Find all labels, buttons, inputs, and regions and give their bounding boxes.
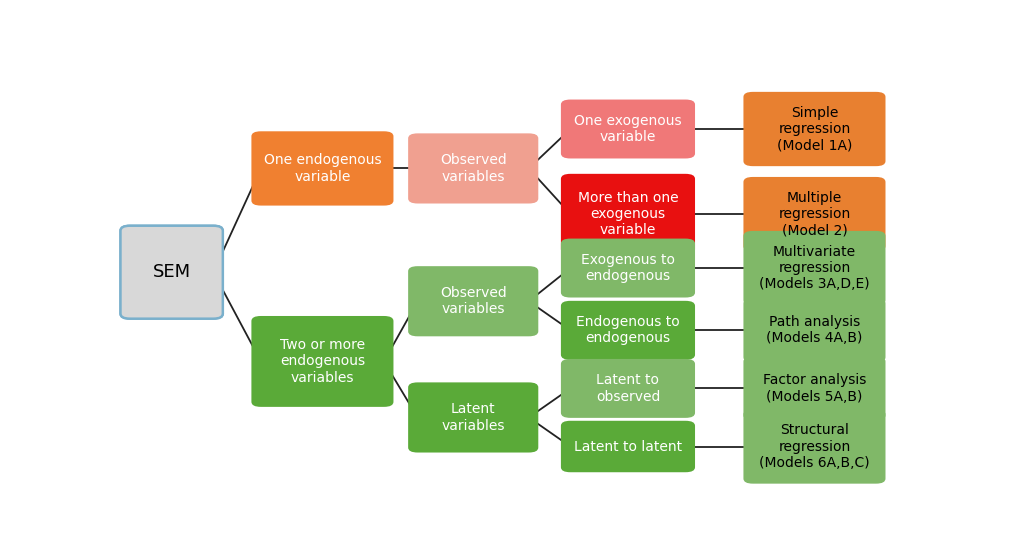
FancyBboxPatch shape (409, 382, 539, 453)
Text: Observed
variables: Observed variables (440, 153, 507, 184)
Text: One exogenous
variable: One exogenous variable (574, 114, 682, 144)
Text: SEM: SEM (153, 263, 190, 281)
FancyBboxPatch shape (561, 301, 695, 360)
Text: Structural
regression
(Models 6A,B,C): Structural regression (Models 6A,B,C) (759, 423, 869, 469)
Text: Exogenous to
endogenous: Exogenous to endogenous (581, 253, 675, 283)
Text: Latent to
observed: Latent to observed (596, 374, 660, 404)
FancyBboxPatch shape (743, 92, 886, 166)
FancyBboxPatch shape (409, 266, 539, 336)
Text: One endogenous
variable: One endogenous variable (263, 153, 381, 184)
FancyBboxPatch shape (252, 316, 393, 407)
FancyBboxPatch shape (252, 132, 393, 205)
Text: Observed
variables: Observed variables (440, 286, 507, 316)
FancyBboxPatch shape (743, 409, 886, 483)
Text: SEM: SEM (153, 263, 190, 281)
Text: Latent
variables: Latent variables (441, 402, 505, 433)
Text: Simple
regression
(Model 1A): Simple regression (Model 1A) (777, 106, 852, 152)
Text: Endogenous to
endogenous: Endogenous to endogenous (577, 315, 680, 345)
FancyBboxPatch shape (561, 100, 695, 158)
FancyBboxPatch shape (561, 421, 695, 472)
FancyBboxPatch shape (743, 299, 886, 362)
FancyBboxPatch shape (121, 226, 223, 319)
Text: More than one
exogenous
variable: More than one exogenous variable (578, 191, 678, 237)
Text: Latent to latent: Latent to latent (573, 439, 682, 453)
Text: Factor analysis
(Models 5A,B): Factor analysis (Models 5A,B) (763, 374, 866, 404)
Text: Multiple
regression
(Model 2): Multiple regression (Model 2) (778, 191, 851, 237)
Text: Multivariate
regression
(Models 3A,D,E): Multivariate regression (Models 3A,D,E) (759, 245, 869, 291)
FancyBboxPatch shape (743, 177, 886, 251)
FancyBboxPatch shape (743, 356, 886, 420)
FancyBboxPatch shape (561, 359, 695, 418)
FancyBboxPatch shape (561, 174, 695, 254)
FancyBboxPatch shape (121, 226, 223, 319)
FancyBboxPatch shape (409, 133, 539, 204)
Text: Two or more
endogenous
variables: Two or more endogenous variables (280, 338, 365, 385)
FancyBboxPatch shape (561, 239, 695, 298)
Text: Path analysis
(Models 4A,B): Path analysis (Models 4A,B) (766, 315, 862, 345)
FancyBboxPatch shape (743, 231, 886, 305)
